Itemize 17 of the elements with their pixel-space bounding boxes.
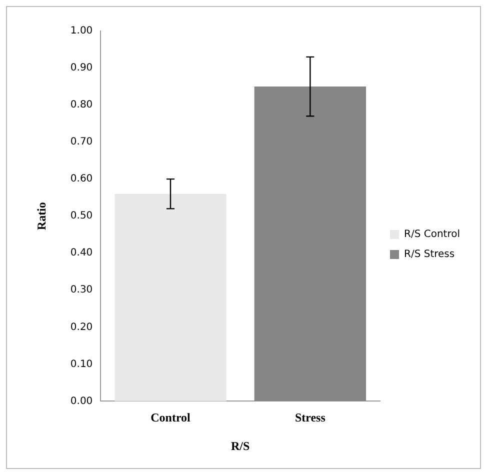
y-tick-label: 0.30 <box>70 284 93 296</box>
y-tick-label: 0.40 <box>70 248 93 259</box>
legend-label: R/S Control <box>404 229 460 240</box>
y-tick-label: 0.80 <box>70 100 93 111</box>
y-tick-label: 0.70 <box>70 136 93 148</box>
x-tick-label: Control <box>150 410 192 424</box>
y-tick-label: 0.20 <box>70 322 93 333</box>
y-tick-label: 1.00 <box>70 26 93 37</box>
x-axis-title: R/S <box>230 438 250 453</box>
y-tick-label: 0.90 <box>70 62 93 74</box>
y-tick-label: 0.60 <box>70 174 93 185</box>
y-tick-label: 0.10 <box>70 358 93 370</box>
x-tick-label: Stress <box>294 410 326 424</box>
y-tick-label: 0.00 <box>70 396 93 407</box>
y-axis-title: Ratio <box>34 202 48 230</box>
legend-label: R/S Stress <box>404 249 455 260</box>
y-tick-label: 0.50 <box>70 210 93 222</box>
